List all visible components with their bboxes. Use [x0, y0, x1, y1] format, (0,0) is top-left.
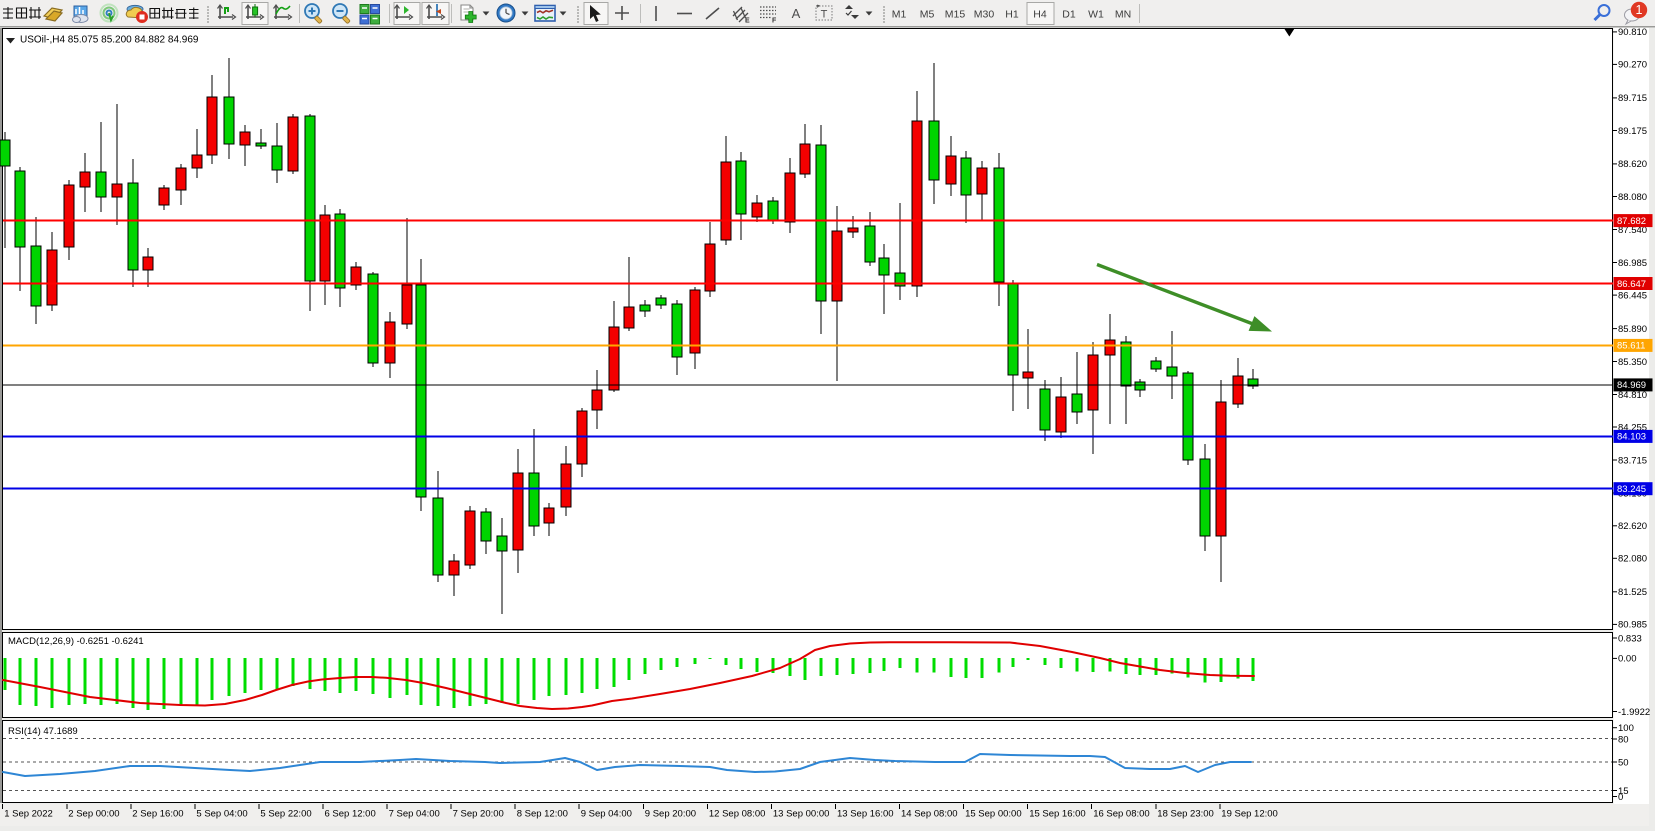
svg-text:90.810: 90.810 [1618, 27, 1647, 38]
svg-text:14 Sep 08:00: 14 Sep 08:00 [901, 809, 958, 820]
svg-text:87.540: 87.540 [1618, 225, 1647, 236]
svg-text:13 Sep 00:00: 13 Sep 00:00 [773, 809, 830, 820]
svg-text:USOil-,H4 85.075 85.200 84.88: USOil-,H4 85.075 85.200 84.882 84.969 [20, 35, 199, 46]
svg-text:8 Sep 12:00: 8 Sep 12:00 [517, 809, 568, 820]
svg-text:MN: MN [1115, 9, 1131, 21]
svg-text:90.270: 90.270 [1618, 60, 1647, 71]
svg-text:M5: M5 [920, 9, 935, 21]
svg-text:88.080: 88.080 [1618, 192, 1647, 203]
svg-text:86.445: 86.445 [1618, 290, 1647, 301]
svg-text:5 Sep 22:00: 5 Sep 22:00 [260, 809, 311, 820]
svg-text:85.890: 85.890 [1618, 324, 1647, 335]
svg-text:84.969: 84.969 [1617, 380, 1646, 391]
svg-text:84.103: 84.103 [1617, 432, 1646, 443]
svg-text:13 Sep 16:00: 13 Sep 16:00 [837, 809, 894, 820]
svg-text:83.715: 83.715 [1618, 455, 1647, 466]
svg-text:1 Sep 2022: 1 Sep 2022 [4, 809, 53, 820]
svg-text:0.00: 0.00 [1618, 654, 1637, 665]
svg-text:2 Sep 16:00: 2 Sep 16:00 [132, 809, 183, 820]
svg-text:7 Sep 04:00: 7 Sep 04:00 [389, 809, 440, 820]
svg-text:9 Sep 04:00: 9 Sep 04:00 [581, 809, 632, 820]
svg-text:7 Sep 20:00: 7 Sep 20:00 [453, 809, 504, 820]
svg-text:E: E [745, 18, 750, 25]
svg-text:85.350: 85.350 [1618, 357, 1647, 368]
svg-text:0.833: 0.833 [1618, 633, 1642, 644]
svg-text:50: 50 [1618, 757, 1629, 768]
svg-text:84.810: 84.810 [1618, 390, 1647, 401]
svg-text:87.682: 87.682 [1617, 216, 1646, 227]
svg-text:86.647: 86.647 [1617, 279, 1646, 290]
svg-text:0: 0 [1618, 792, 1623, 803]
svg-text:86.985: 86.985 [1618, 258, 1647, 269]
svg-text:89.715: 89.715 [1618, 93, 1647, 104]
svg-text:6 Sep 12:00: 6 Sep 12:00 [325, 809, 376, 820]
svg-text:2 Sep 00:00: 2 Sep 00:00 [68, 809, 119, 820]
svg-text:1: 1 [1636, 3, 1643, 17]
svg-text:-1.9922: -1.9922 [1618, 707, 1650, 718]
svg-text:M30: M30 [974, 9, 995, 21]
svg-text:89.175: 89.175 [1618, 126, 1647, 137]
svg-text:H1: H1 [1005, 9, 1019, 21]
svg-text:83.245: 83.245 [1617, 484, 1646, 495]
svg-text:15 Sep 00:00: 15 Sep 00:00 [965, 809, 1022, 820]
svg-text:T: T [821, 9, 828, 21]
svg-text:MACD(12,26,9) -0.6251 -0.6241: MACD(12,26,9) -0.6251 -0.6241 [8, 636, 144, 647]
svg-text:W1: W1 [1088, 9, 1104, 21]
svg-text:H4: H4 [1033, 9, 1047, 21]
svg-text:88.620: 88.620 [1618, 159, 1647, 170]
svg-text:84.255: 84.255 [1618, 422, 1647, 433]
svg-text:9 Sep 20:00: 9 Sep 20:00 [645, 809, 696, 820]
svg-text:D1: D1 [1062, 9, 1076, 21]
svg-text:RSI(14) 47.1689: RSI(14) 47.1689 [8, 726, 78, 737]
svg-text:100: 100 [1618, 723, 1634, 734]
svg-text:82.080: 82.080 [1618, 554, 1647, 565]
svg-text:19 Sep 12:00: 19 Sep 12:00 [1221, 809, 1278, 820]
svg-text:16 Sep 08:00: 16 Sep 08:00 [1093, 809, 1150, 820]
svg-text:12 Sep 08:00: 12 Sep 08:00 [709, 809, 766, 820]
svg-text:15 Sep 16:00: 15 Sep 16:00 [1029, 809, 1086, 820]
svg-text:81.525: 81.525 [1618, 587, 1647, 598]
svg-text:F: F [772, 18, 777, 25]
svg-text:80.985: 80.985 [1618, 620, 1647, 631]
svg-text:15: 15 [1618, 786, 1629, 797]
svg-text:5 Sep 04:00: 5 Sep 04:00 [196, 809, 247, 820]
svg-text:18 Sep 23:00: 18 Sep 23:00 [1157, 809, 1214, 820]
svg-text:M1: M1 [892, 9, 907, 21]
svg-text:A: A [792, 6, 801, 21]
svg-text:80: 80 [1618, 734, 1629, 745]
svg-text:M15: M15 [945, 9, 966, 21]
svg-text:85.611: 85.611 [1617, 341, 1645, 352]
svg-text:82.620: 82.620 [1618, 521, 1647, 532]
